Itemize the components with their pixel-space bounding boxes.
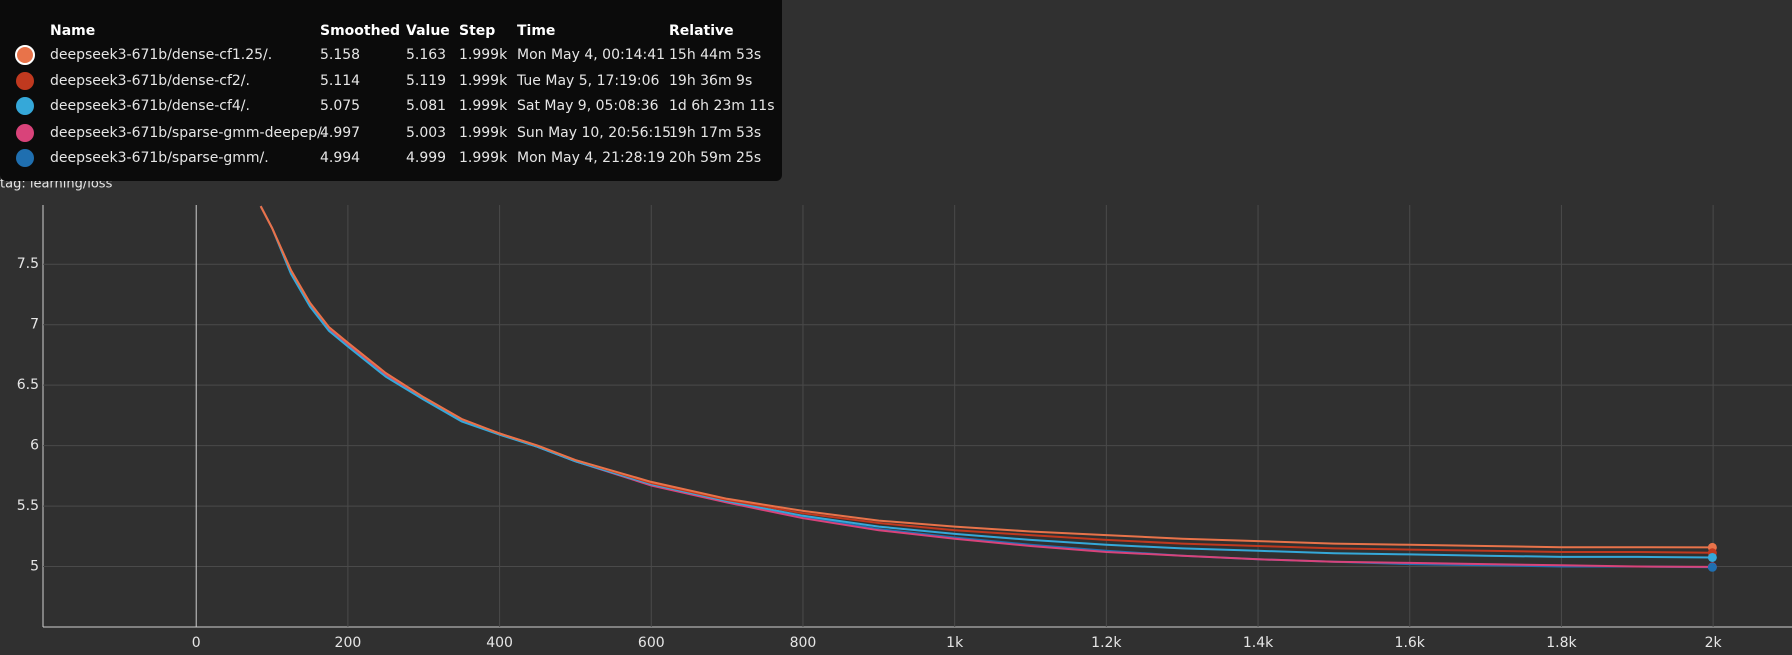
- legend-dot: [15, 45, 35, 65]
- table-cell: 4.999: [406, 150, 446, 166]
- table-cell: Mon May 4, 21:28:19: [517, 150, 665, 166]
- table-header: Name: [50, 23, 95, 39]
- table-header: Time: [517, 23, 555, 39]
- series-line: [259, 205, 1713, 549]
- legend-dot: [16, 149, 34, 167]
- table-cell: 5.119: [406, 73, 446, 89]
- x-tick-label: 400: [486, 635, 513, 651]
- x-tick-label: 1.6k: [1395, 635, 1426, 651]
- table-cell: 4.994: [320, 150, 360, 166]
- table-cell: 1.999k: [459, 98, 508, 114]
- x-tick-label: 600: [638, 635, 665, 651]
- x-tick-label: 1.8k: [1546, 635, 1577, 651]
- table-cell: 5.163: [406, 47, 446, 63]
- x-tick-label: 1k: [946, 635, 964, 651]
- series-line: [259, 205, 1713, 559]
- table-cell: 20h 59m 25s: [669, 150, 761, 166]
- x-tick-label: 1.4k: [1243, 635, 1274, 651]
- table-cell: 5.075: [320, 98, 360, 114]
- table-header: Smoothed: [320, 23, 400, 39]
- x-tick-label: 1.2k: [1091, 635, 1122, 651]
- tooltip: Name Smoothed Value Step Time Relative deepsee…: [0, 0, 782, 181]
- end-marker: [1707, 552, 1717, 562]
- x-tick-label: 0: [192, 635, 201, 651]
- table-cell: 5.081: [406, 98, 446, 114]
- y-tick-label: 6.5: [17, 377, 39, 393]
- x-tick-label: 800: [790, 635, 817, 651]
- table-cell: Tue May 5, 17:19:06: [516, 73, 660, 89]
- table-cell: Sat May 9, 05:08:36: [517, 98, 659, 114]
- plot-area: 5 5.5 6 6.5 7 7.5 0 200 400 600 800 1k 1.2k 1.4k 1.6k 1…: [17, 205, 1792, 651]
- table-cell: deepseek3-671b/sparse-gmm-deepep/.: [50, 125, 326, 141]
- y-tick-label: 5: [30, 559, 39, 575]
- table-cell: 5.114: [320, 73, 360, 89]
- y-tick-label: 5.5: [17, 498, 39, 514]
- table-cell: 1d 6h 23m 11s: [669, 98, 775, 114]
- table-header: Relative: [669, 23, 734, 39]
- end-marker: [1707, 562, 1717, 572]
- table-cell: deepseek3-671b/dense-cf1.25/.: [50, 47, 272, 63]
- table-cell: deepseek3-671b/sparse-gmm/.: [50, 150, 269, 166]
- table-cell: Mon May 4, 00:14:41: [517, 47, 665, 63]
- table-cell: 19h 36m 9s: [669, 73, 752, 89]
- table-header: Value: [406, 23, 450, 39]
- table-cell: 1.999k: [459, 125, 508, 141]
- table-cell: deepseek3-671b/dense-cf4/.: [50, 98, 250, 114]
- table-cell: 1.999k: [459, 73, 508, 89]
- legend-dot: [16, 72, 34, 90]
- table-cell: deepseek3-671b/dense-cf2/.: [50, 73, 250, 89]
- table-cell: 5.003: [406, 125, 446, 141]
- tooltip-box: [0, 0, 782, 181]
- table-cell: 15h 44m 53s: [669, 47, 761, 63]
- table-cell: 1.999k: [459, 47, 508, 63]
- legend-dot: [16, 97, 34, 115]
- y-tick-label: 6: [30, 438, 39, 454]
- y-tick-label: 7.5: [17, 256, 39, 272]
- x-tick-label: 200: [335, 635, 362, 651]
- legend-dot: [16, 124, 34, 142]
- table-cell: 1.999k: [459, 150, 508, 166]
- y-tick-label: 7: [30, 317, 39, 333]
- table-cell: Sun May 10, 20:56:15: [517, 125, 671, 141]
- table-cell: 4.997: [320, 125, 360, 141]
- table-cell: 19h 17m 53s: [669, 125, 761, 141]
- table-header: Step: [459, 23, 495, 39]
- table-cell: 5.158: [320, 47, 360, 63]
- x-tick-label: 2k: [1705, 635, 1723, 651]
